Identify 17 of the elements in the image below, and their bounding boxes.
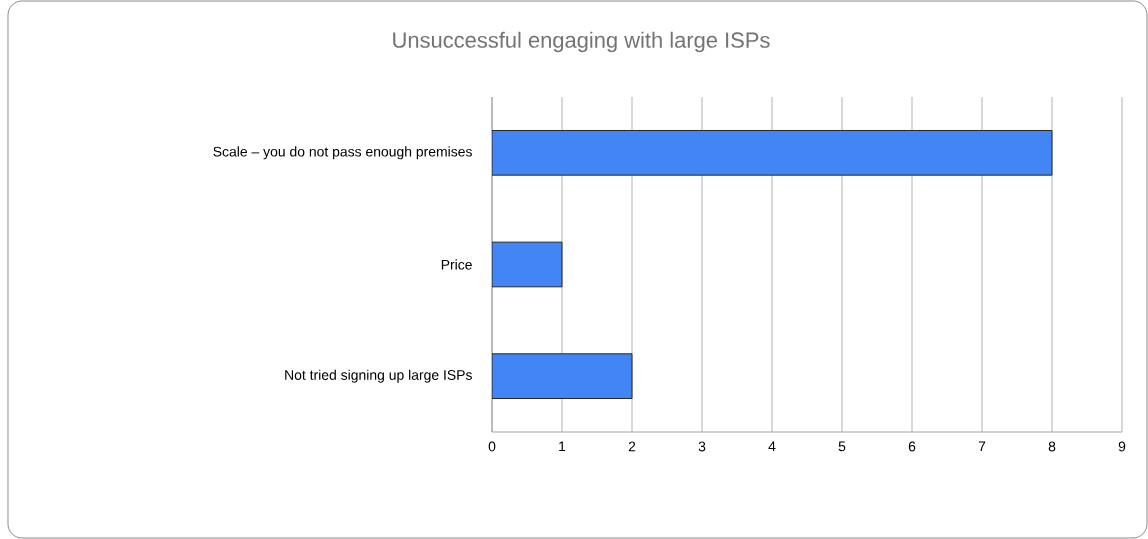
x-tick-label: 9 xyxy=(1118,441,1126,452)
y-tick-label: Not tried signing up large ISPs xyxy=(285,369,472,383)
x-tick-label: 1 xyxy=(559,441,566,452)
x-tick-label: 2 xyxy=(628,441,636,452)
x-tick-label: 8 xyxy=(1048,441,1056,452)
bar xyxy=(492,129,1053,176)
x-tick-label: 7 xyxy=(978,441,986,452)
y-tick-label: Price xyxy=(441,259,472,270)
x-tick-label: 5 xyxy=(838,441,846,452)
chart-title: Unsuccessful engaging with large ISPs xyxy=(393,31,770,53)
y-tick-label: Scale – you do not pass enough premises xyxy=(213,146,472,160)
x-tick-label: 0 xyxy=(488,441,496,452)
x-tick-label: 3 xyxy=(698,441,706,452)
x-tick-label: 4 xyxy=(768,441,776,452)
bar xyxy=(492,353,633,399)
x-tick-label: 6 xyxy=(908,441,916,452)
bar xyxy=(492,241,563,288)
